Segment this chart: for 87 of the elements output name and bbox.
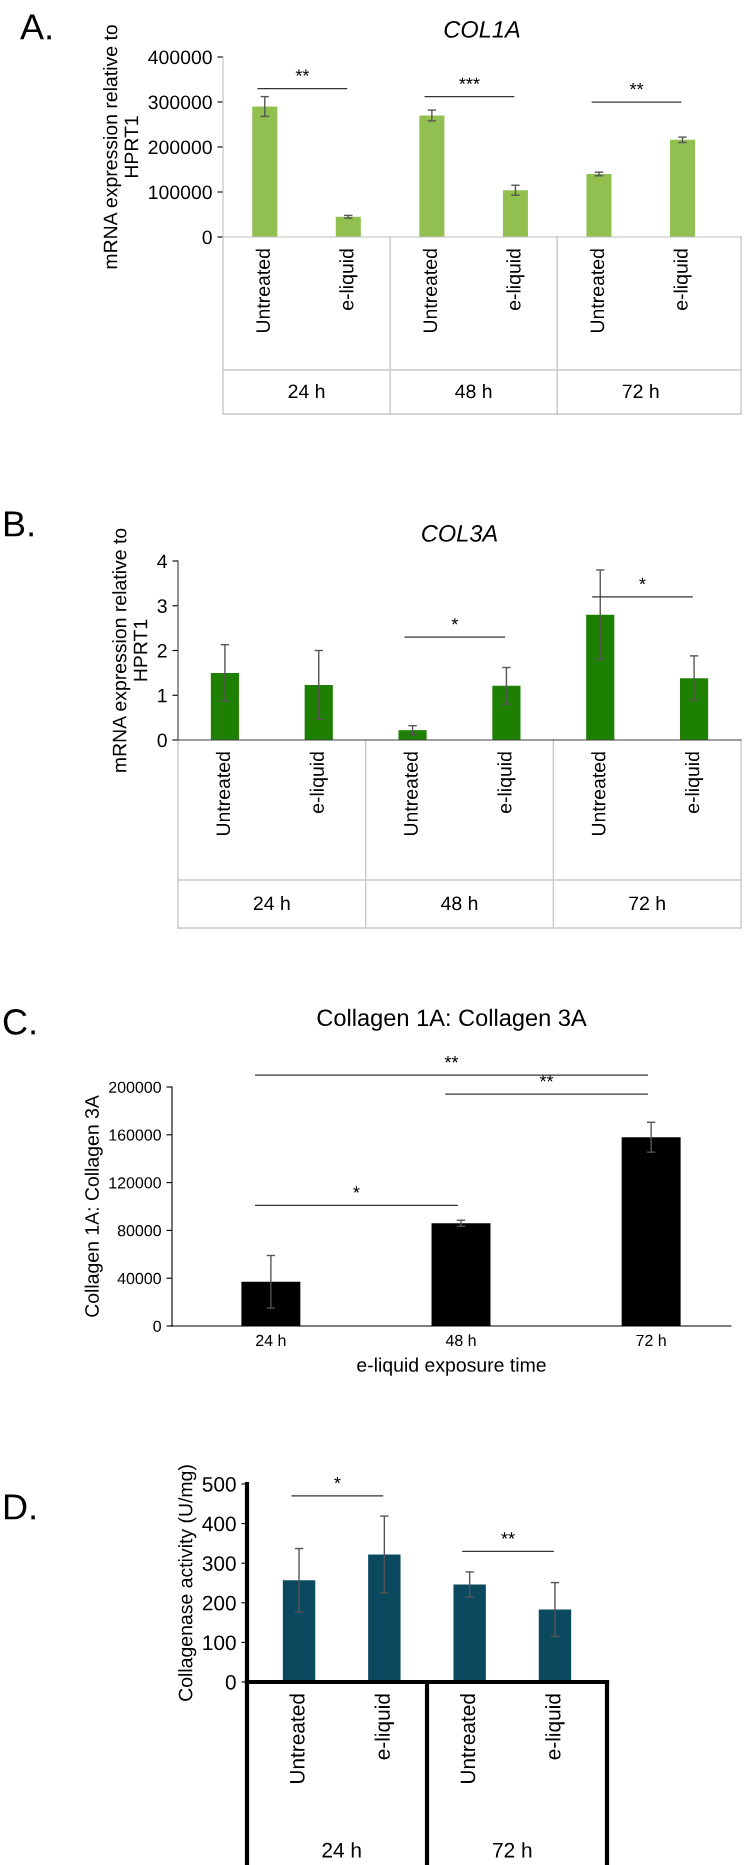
y-tick-label: 160000	[109, 1129, 161, 1141]
bar	[586, 174, 612, 237]
y-tick-label: 200000	[109, 1081, 161, 1093]
x-tick-label: 48 h	[445, 1334, 476, 1347]
text: *	[334, 1476, 341, 1484]
y-tick-label: 0	[153, 1320, 161, 1332]
x-tick-label: 72 h	[636, 1334, 666, 1346]
x-tick-label: Untreated	[589, 249, 605, 332]
bar	[368, 1554, 401, 1682]
y-tick-label: 1	[158, 688, 167, 703]
text: **	[539, 1075, 554, 1082]
chart-title: Collagen 1A: Collagen 3A	[317, 1008, 587, 1031]
y-tick-label: 4	[157, 554, 168, 569]
x-tick-label: e-liquid	[685, 752, 704, 813]
y-tick-label: 40000	[117, 1272, 161, 1285]
text: B.	[4, 511, 33, 537]
x-tick-label: Untreated	[215, 752, 231, 835]
chart-title: COL1A	[444, 21, 520, 38]
x-tick-label: Untreated	[255, 249, 270, 332]
y-tick-label: 0	[157, 733, 167, 748]
text: D.	[4, 1494, 35, 1520]
bar	[210, 672, 239, 740]
x-tick-label: e-liquid	[545, 1694, 565, 1760]
bar	[680, 678, 709, 740]
bar	[538, 1609, 572, 1682]
y-axis-title: mRNA expression relative to HPRT1	[112, 528, 148, 772]
y-tick-label: 0	[202, 230, 212, 245]
y-tick-label: 2	[157, 643, 167, 658]
y-tick-label: 100000	[149, 185, 212, 200]
x-tick-label: e-liquid	[339, 249, 358, 310]
annotation: *	[353, 1186, 360, 1193]
y-tick-label: 200000	[148, 140, 212, 155]
y-tick-label: 80000	[117, 1225, 161, 1237]
chart-title: COL3A	[422, 525, 497, 542]
x-tick-label: e-liquid	[374, 1694, 395, 1760]
y-tick-label: 3	[157, 599, 167, 613]
y-tick-label: 0	[225, 1675, 236, 1690]
bar	[252, 106, 278, 237]
x-tick-label: e-liquid	[497, 752, 516, 813]
x-tick-label: e-liquid	[506, 249, 525, 310]
bar	[586, 614, 615, 740]
bar	[669, 139, 696, 237]
text: 48 h	[441, 895, 478, 911]
text: 72 h	[493, 1842, 532, 1858]
y-axis-title: mRNA expression relative to HPRT1	[103, 25, 139, 269]
x-tick-label: Untreated	[591, 752, 606, 835]
annotation: ***	[459, 77, 480, 84]
x-tick-label: Untreated	[403, 752, 418, 835]
bar	[453, 1584, 486, 1682]
y-tick-label: 300000	[148, 95, 212, 110]
y-tick-label: 120000	[109, 1177, 161, 1189]
annotation: **	[629, 83, 644, 90]
y-axis-title: Collagen 1A: Collagen 3A	[84, 1095, 103, 1317]
text: 24 h	[322, 1842, 361, 1858]
x-tick-label: Untreated	[422, 249, 438, 332]
bar	[502, 190, 528, 237]
text: **	[444, 1056, 459, 1063]
y-tick-label: 300	[202, 1556, 236, 1571]
bar	[282, 1580, 316, 1682]
annotation: *	[451, 618, 459, 625]
y-tick-label: 500	[202, 1477, 236, 1492]
annotation: *	[639, 577, 646, 585]
text: 24 h	[288, 383, 325, 399]
x-axis-title: e-liquid exposure time	[357, 1357, 546, 1376]
y-tick-label: 200	[202, 1595, 236, 1611]
annotation: **	[501, 1532, 515, 1539]
text: 72 h	[622, 383, 659, 399]
bar	[419, 115, 445, 237]
bar	[398, 730, 427, 740]
y-tick-label: 400	[202, 1516, 236, 1532]
y-tick-label: 100	[203, 1635, 236, 1651]
text: C.	[3, 1009, 35, 1035]
bar	[335, 216, 361, 237]
bar	[492, 685, 521, 740]
x-tick-label: Untreated	[289, 1694, 305, 1783]
y-tick-label: 400000	[148, 50, 212, 65]
bar	[304, 684, 333, 740]
text: 48 h	[455, 383, 492, 399]
text: A.	[20, 14, 51, 40]
x-tick-label: 24 h	[256, 1334, 286, 1346]
x-tick-label: e-liquid	[673, 249, 692, 310]
y-axis-title: Collagenase activity (U/mg)	[178, 1465, 197, 1701]
annotation: **	[295, 69, 310, 76]
text: 24 h	[253, 895, 290, 911]
x-tick-label: e-liquid	[309, 752, 328, 813]
x-tick-label: Untreated	[459, 1694, 476, 1783]
text: 72 h	[629, 895, 665, 911]
